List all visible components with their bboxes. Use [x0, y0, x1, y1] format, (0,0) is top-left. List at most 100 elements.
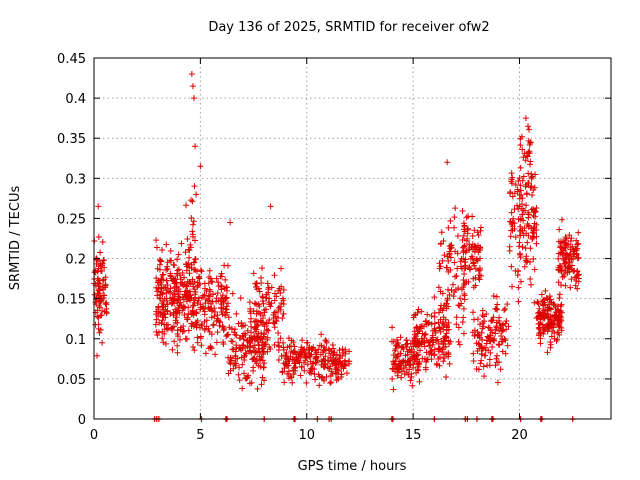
data-point	[179, 328, 186, 335]
data-point	[250, 364, 257, 371]
data-point	[174, 299, 181, 306]
data-point	[258, 381, 265, 388]
data-point	[327, 372, 334, 379]
data-point	[416, 378, 423, 385]
data-point	[271, 297, 278, 304]
data-point	[435, 319, 442, 326]
data-point	[431, 320, 438, 327]
data-point	[575, 278, 582, 285]
data-point	[527, 276, 534, 283]
data-point	[174, 349, 181, 356]
data-point	[253, 326, 260, 333]
data-point	[318, 331, 325, 338]
data-point	[157, 257, 164, 264]
data-point	[334, 374, 341, 381]
data-point	[280, 310, 287, 317]
data-point	[157, 289, 164, 296]
data-point	[389, 365, 396, 372]
data-point	[202, 350, 209, 357]
data-point	[418, 323, 425, 330]
data-point	[96, 302, 103, 309]
data-point	[404, 351, 411, 358]
data-point	[327, 354, 334, 361]
data-point	[456, 341, 463, 348]
data-point	[524, 239, 531, 246]
data-point	[254, 323, 261, 330]
data-point	[329, 342, 336, 349]
data-point	[566, 232, 573, 239]
data-point	[95, 233, 102, 240]
data-point	[187, 288, 194, 295]
data-point	[189, 228, 196, 235]
data-point	[216, 322, 223, 329]
data-point	[435, 284, 442, 291]
data-point	[197, 306, 204, 313]
data-point	[258, 345, 265, 352]
data-point	[277, 303, 284, 310]
data-point	[225, 354, 232, 361]
data-point	[454, 250, 461, 257]
data-point	[414, 330, 421, 337]
data-point	[453, 272, 460, 279]
data-point	[389, 375, 396, 382]
data-point	[271, 341, 278, 348]
data-point	[249, 356, 256, 363]
data-point	[461, 226, 468, 233]
data-point	[562, 264, 569, 271]
data-point	[290, 365, 297, 372]
data-point	[175, 266, 182, 273]
data-point	[193, 322, 200, 329]
data-point	[287, 343, 294, 350]
data-point	[479, 325, 486, 332]
data-point	[264, 326, 271, 333]
data-point	[167, 248, 174, 255]
data-point	[175, 251, 182, 258]
data-point	[533, 240, 540, 247]
data-point	[558, 301, 565, 308]
data-point	[515, 284, 522, 291]
data-point	[460, 255, 467, 262]
data-point	[441, 252, 448, 259]
data-point	[555, 308, 562, 315]
data-point	[509, 180, 516, 187]
data-point	[164, 301, 171, 308]
data-point	[528, 183, 535, 190]
data-point	[418, 335, 425, 342]
data-point	[525, 170, 532, 177]
data-point	[550, 317, 557, 324]
data-point	[422, 364, 429, 371]
data-point	[298, 364, 305, 371]
data-point	[437, 288, 444, 295]
data-point	[236, 377, 243, 384]
data-point	[494, 352, 501, 359]
data-point	[568, 255, 575, 262]
data-point	[435, 355, 442, 362]
data-point	[188, 214, 195, 221]
data-point	[494, 359, 501, 366]
data-point	[542, 287, 549, 294]
data-point	[271, 309, 278, 316]
data-point	[247, 338, 254, 345]
data-point	[94, 352, 101, 359]
data-point	[572, 282, 579, 289]
data-point	[275, 347, 282, 354]
data-point	[183, 202, 190, 209]
data-point	[321, 357, 328, 364]
data-point	[248, 323, 255, 330]
data-point	[518, 133, 525, 140]
data-point	[556, 331, 563, 338]
data-point	[517, 187, 524, 194]
data-point	[295, 353, 302, 360]
data-point	[424, 356, 431, 363]
data-point	[308, 370, 315, 377]
data-point	[557, 303, 564, 310]
data-point	[259, 357, 266, 364]
data-point	[231, 329, 238, 336]
data-point	[184, 235, 191, 242]
data-point	[440, 344, 447, 351]
data-point	[489, 343, 496, 350]
data-point	[493, 293, 500, 300]
y-tick-label: 0.35	[57, 132, 86, 147]
data-point	[207, 300, 214, 307]
data-point	[284, 344, 291, 351]
